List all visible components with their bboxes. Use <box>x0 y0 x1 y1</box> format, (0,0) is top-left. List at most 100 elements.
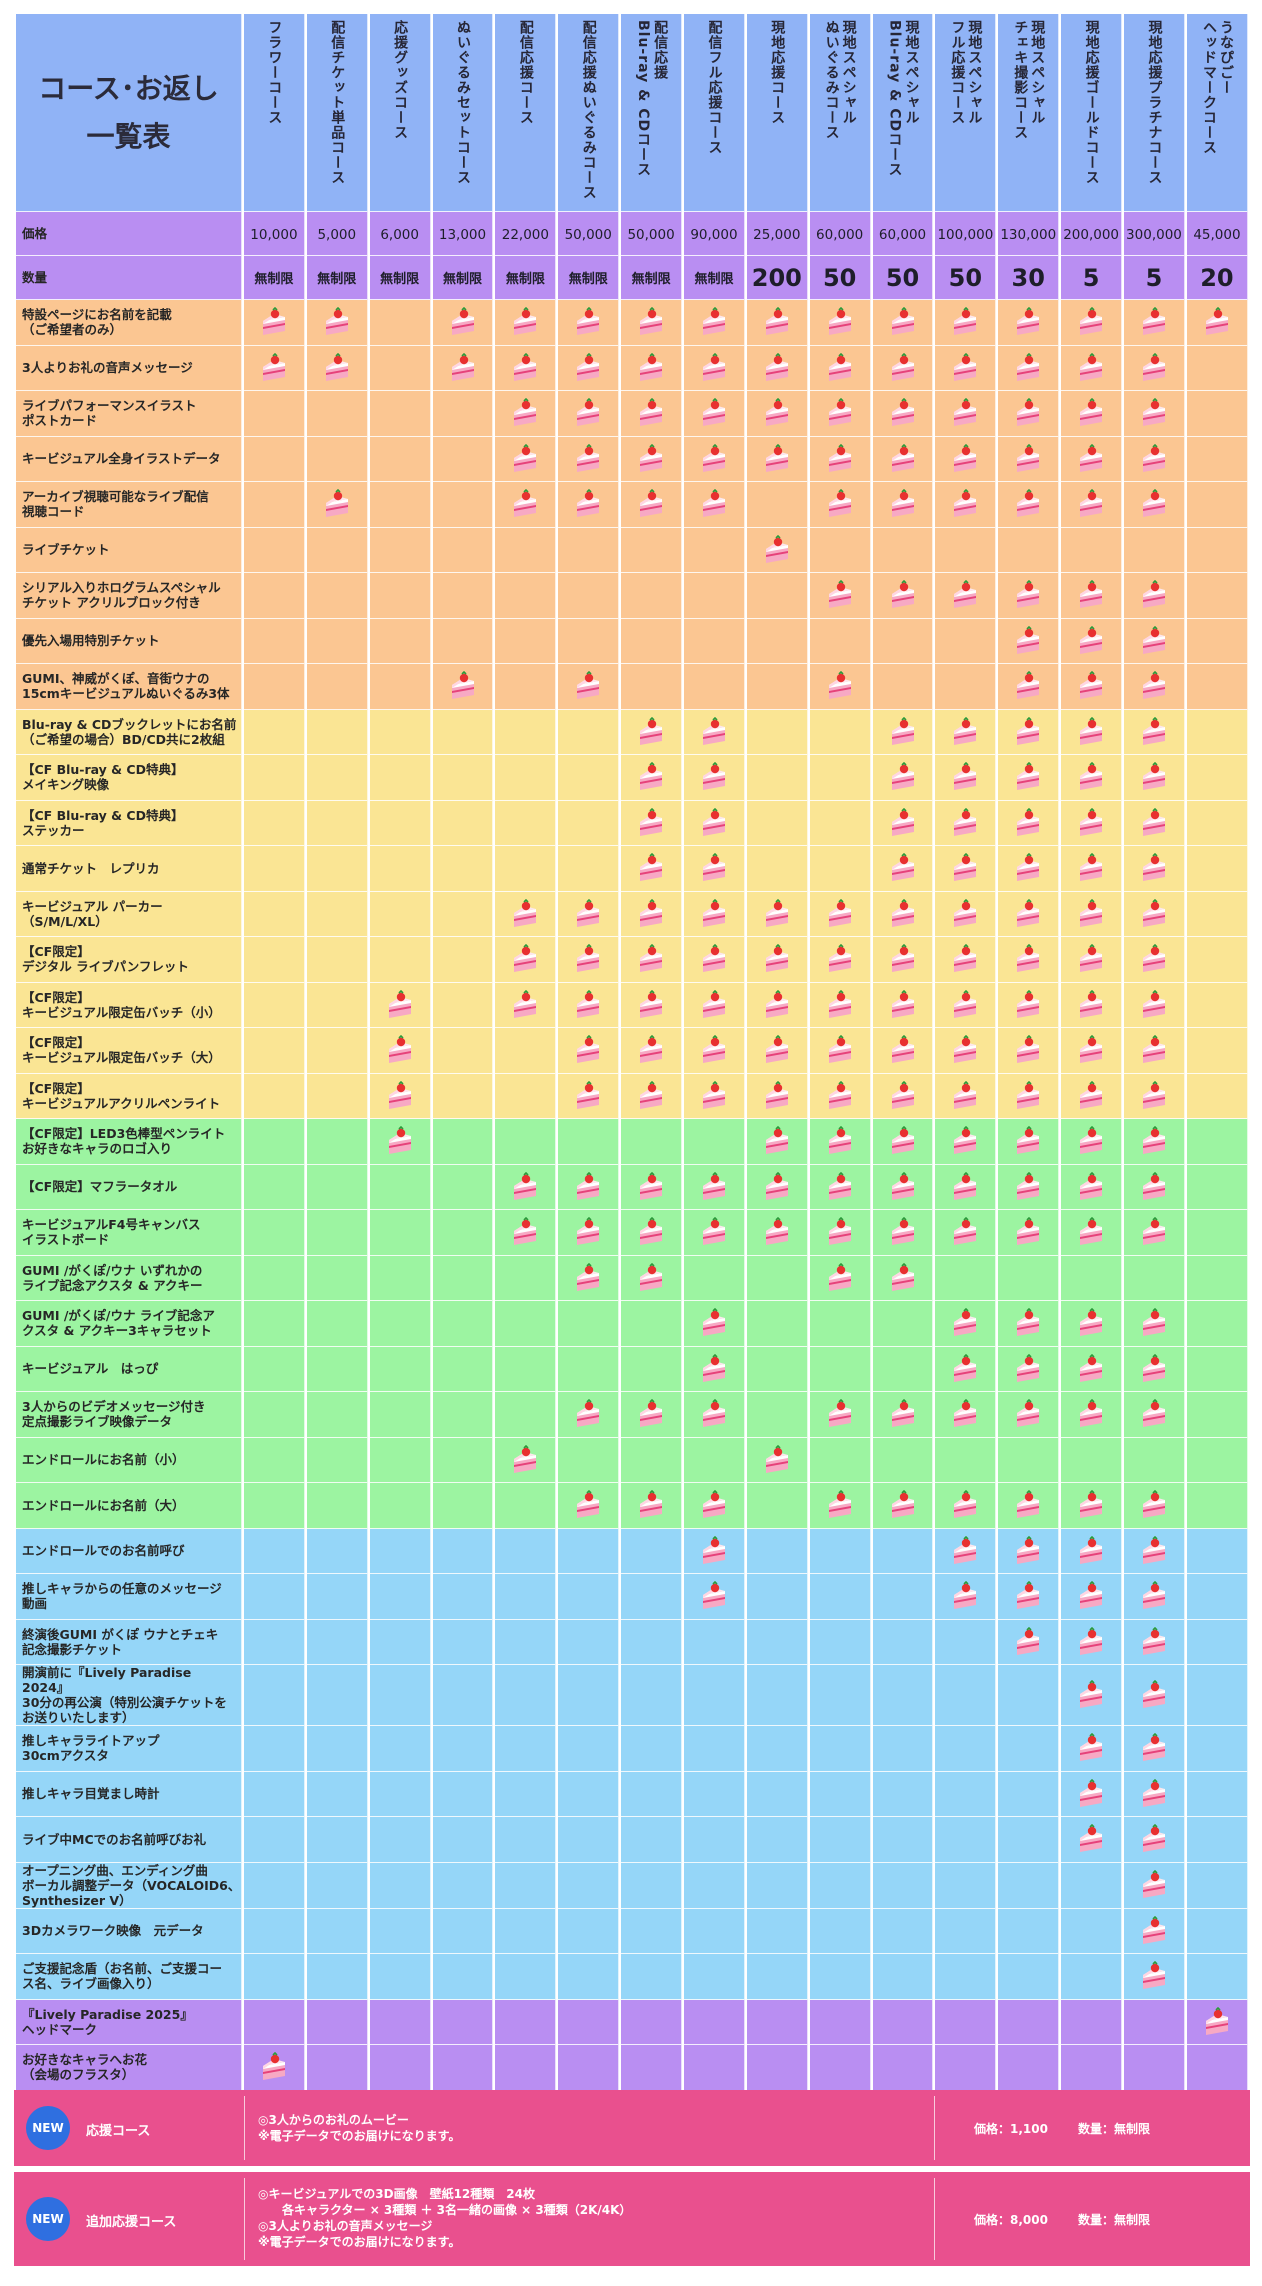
reward-cell <box>369 1528 431 1574</box>
reward-cell <box>558 891 620 937</box>
reward-cell <box>1061 1483 1123 1529</box>
reward-cell <box>684 527 745 573</box>
reward-cell <box>998 1255 1060 1301</box>
reward-cell <box>369 1301 431 1347</box>
reward-cell <box>432 1771 494 1817</box>
reward-cell <box>1061 1028 1123 1074</box>
reward-cell <box>872 1483 934 1529</box>
strawberry-cake-icon <box>1017 1171 1040 1200</box>
reward-cell <box>872 1255 934 1301</box>
reward-cell <box>369 300 431 346</box>
plan-description: ◎キービジュアルでの3D画像 壁紙12種類 24枚 各キャラクター × 3種類 … <box>258 2187 632 2249</box>
reward-cell <box>746 1301 808 1347</box>
strawberry-cake-icon <box>1017 1490 1040 1519</box>
reward-cell <box>1124 482 1185 528</box>
reward-cell <box>935 436 997 482</box>
plan-name: 追加応援コース <box>86 2215 177 2230</box>
price-cell: 45,000 <box>1186 212 1248 256</box>
price-value: 22,000 <box>501 227 549 243</box>
reward-cell <box>1061 1437 1123 1483</box>
reward-cell <box>369 345 431 391</box>
course-header: 応援グッズコース <box>369 14 431 212</box>
plan-description: ◎3人からのお礼のムービー ※電子データでのお届けになります。 <box>258 2113 461 2143</box>
reward-cell <box>684 664 745 710</box>
strawberry-cake-icon <box>1142 443 1165 472</box>
reward-cell <box>1186 846 1248 892</box>
reward-cell <box>621 982 683 1028</box>
strawberry-cake-icon <box>702 1308 725 1337</box>
reward-cell <box>432 300 494 346</box>
reward-row: 通常チケット レプリカ <box>16 846 1248 892</box>
strawberry-cake-icon <box>891 1217 914 1246</box>
extra-plan-additional-support: NEW 追加応援コース ◎キービジュアルでの3D画像 壁紙12種類 24枚 各キ… <box>14 2172 1250 2266</box>
reward-cell <box>558 1726 620 1772</box>
strawberry-cake-icon <box>1017 762 1040 791</box>
course-header: ぬいぐるみセットコース <box>432 14 494 212</box>
reward-cell <box>1186 1528 1248 1574</box>
reward-cell <box>495 391 557 437</box>
strawberry-cake-icon <box>640 1399 663 1428</box>
reward-cell <box>1186 1437 1248 1483</box>
reward-cell <box>1061 755 1123 801</box>
reward-cell <box>998 345 1060 391</box>
strawberry-cake-icon <box>577 1490 600 1519</box>
reward-cell <box>746 664 808 710</box>
reward-cell <box>1124 1619 1185 1665</box>
reward-cell <box>872 1210 934 1256</box>
reward-cell <box>809 1437 871 1483</box>
reward-cell <box>369 436 431 482</box>
strawberry-cake-icon <box>765 1171 788 1200</box>
strawberry-cake-icon <box>514 352 537 381</box>
strawberry-cake-icon <box>1142 1217 1165 1246</box>
reward-cell <box>621 1862 683 1909</box>
reward-cell <box>306 300 368 346</box>
reward-cell <box>684 1255 745 1301</box>
course-header: 配信応援 Blu-ray & CDコース <box>621 14 683 212</box>
strawberry-cake-icon <box>828 443 851 472</box>
reward-cell <box>998 618 1060 664</box>
strawberry-cake-icon <box>828 352 851 381</box>
course-name: 配信チケット単品コース <box>329 20 346 185</box>
reward-cell <box>306 391 368 437</box>
reward-cell <box>1124 1483 1185 1529</box>
reward-cell <box>306 1346 368 1392</box>
reward-cell <box>1186 482 1248 528</box>
reward-cell <box>432 755 494 801</box>
reward-cell <box>244 1665 305 1726</box>
reward-cell <box>1186 436 1248 482</box>
reward-cell <box>1061 664 1123 710</box>
reward-cell <box>1186 1119 1248 1165</box>
reward-cell <box>1061 1665 1123 1726</box>
reward-row: GUMI /がくぽ/ウナ ライブ記念ア クスタ & アクキー3キャラセット <box>16 1301 1248 1347</box>
reward-cell <box>1061 1771 1123 1817</box>
price-cell: 22,000 <box>495 212 557 256</box>
quantity-cell: 200 <box>746 256 808 300</box>
strawberry-cake-icon <box>1080 898 1103 927</box>
strawberry-cake-icon <box>514 489 537 518</box>
reward-cell <box>746 982 808 1028</box>
strawberry-cake-icon <box>640 1080 663 1109</box>
strawberry-cake-icon <box>514 1217 537 1246</box>
strawberry-cake-icon <box>1080 762 1103 791</box>
strawberry-cake-icon <box>702 1035 725 1064</box>
reward-cell <box>1124 1771 1185 1817</box>
price-cell: 5,000 <box>306 212 368 256</box>
strawberry-cake-icon <box>954 853 977 882</box>
reward-cell <box>1061 2045 1123 2091</box>
reward-cell <box>809 1483 871 1529</box>
strawberry-cake-icon <box>954 1535 977 1564</box>
reward-cell <box>746 1726 808 1772</box>
strawberry-cake-icon <box>702 1490 725 1519</box>
divider <box>934 2178 935 2260</box>
reward-cell <box>872 1028 934 1074</box>
reward-cell <box>872 1346 934 1392</box>
divider <box>244 2096 245 2160</box>
reward-cell <box>935 1665 997 1726</box>
reward-cell <box>495 1483 557 1529</box>
course-header: 配信応援ぬいぐるみコース <box>558 14 620 212</box>
reward-cell <box>935 800 997 846</box>
reward-cell <box>244 527 305 573</box>
reward-cell <box>998 1908 1060 1954</box>
reward-cell <box>935 1619 997 1665</box>
quantity-cell: 5 <box>1061 256 1123 300</box>
